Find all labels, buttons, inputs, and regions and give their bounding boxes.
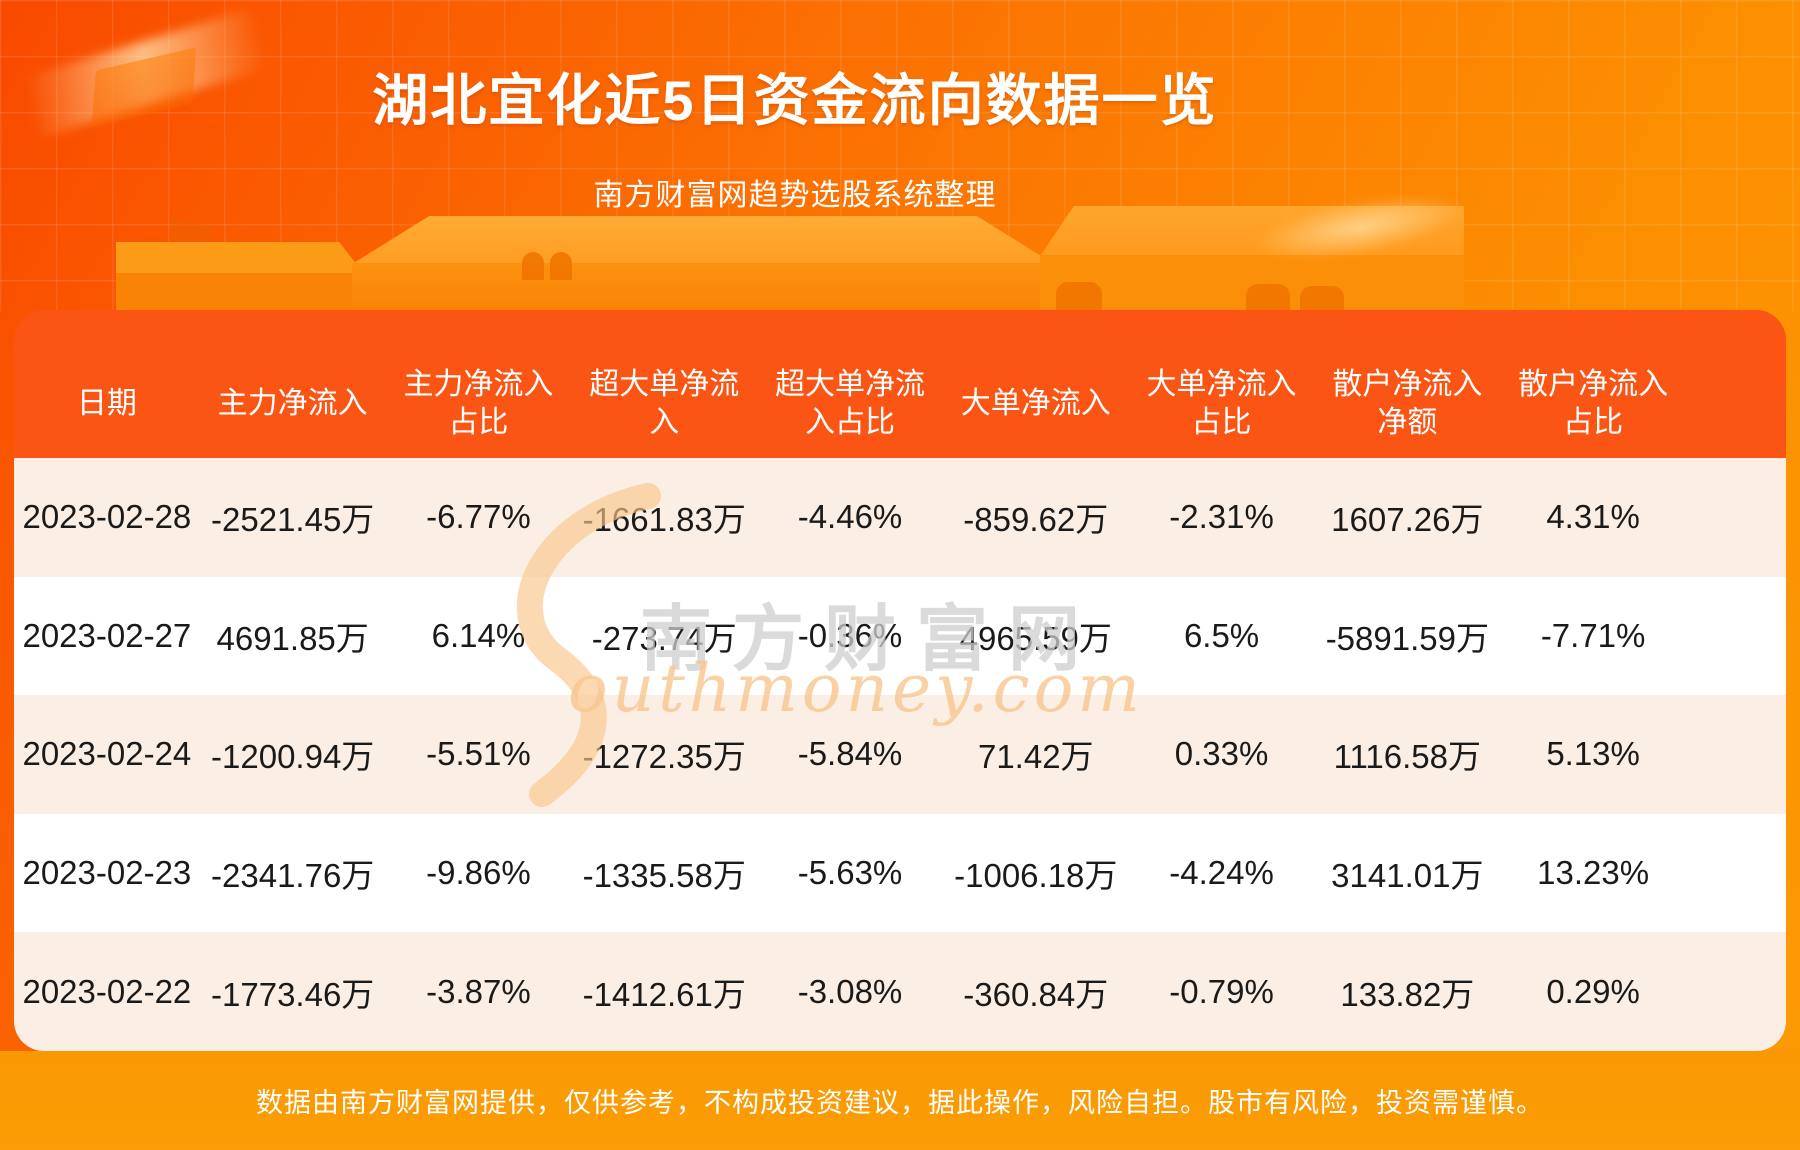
page-subtitle: 南方财富网趋势选股系统整理: [593, 179, 997, 212]
podium-center-top: [352, 216, 1054, 264]
column-header-9: 散户净流入 占比: [1518, 368, 1669, 439]
footer: 数据由南方财富网提供，仅供参考，不构成投资建议，据此操作，风险自担。股市有风险，…: [0, 1051, 1800, 1150]
table-cell: 71.42万: [977, 738, 1094, 776]
table-cell: -5.63%: [797, 854, 903, 892]
table-cell: 6.14%: [431, 616, 526, 654]
table-cell: -7.71%: [1540, 616, 1646, 654]
table-cell: -2.31%: [1169, 498, 1274, 536]
column-header-2: 主力净流入: [217, 387, 368, 420]
table-row-2023-02-28: 2023-02-28 -2521.45万 -6.77% -1661.83万 -4.46%…: [14, 458, 1786, 577]
decoration-square: [164, 218, 214, 268]
table-cell: 4.31%: [1546, 498, 1640, 536]
table-cell: -1412.61万: [582, 975, 746, 1013]
table-cell: 5.13%: [1546, 735, 1640, 773]
table-cell: -5891.59万: [1325, 619, 1489, 657]
table-cell: -9.86%: [426, 854, 531, 892]
table-cell: -1200.94万: [211, 738, 375, 776]
decoration-square: [214, 242, 248, 276]
disclaimer-text: 数据由南方财富网提供，仅供参考，不构成投资建议，据此操作，风险自担。股市有风险，…: [256, 1088, 1544, 1118]
column-header-1: 日期: [76, 387, 137, 420]
table-cell: -1661.83万: [582, 501, 746, 539]
table-header-row: 日期 主力净流入 主力净流入 占比 超大单净流入超大单净流 入占比 大单净流入 大单净流入 占比…: [14, 310, 1786, 458]
podium-arch: [1300, 286, 1344, 310]
table-cell: 4691.85万: [216, 619, 369, 657]
column-header-7: 大单净流入 占比: [1146, 368, 1297, 439]
table-cell: -859.62万: [963, 501, 1109, 539]
page-title: 湖北宜化近5日资金流向数据一览: [372, 69, 1218, 132]
table-cell: -1335.58万: [582, 857, 746, 895]
table-cell: -1006.18万: [954, 857, 1118, 895]
table-cell: -2341.76万: [211, 857, 375, 895]
podium-arch: [522, 252, 544, 280]
table-cell: 2023-02-22: [22, 972, 192, 1010]
table-cell: -2521.45万: [211, 501, 375, 539]
table-row-2023-02-24: 2023-02-24 -1200.94万 -5.51% -1272.35万 -5.84%…: [14, 695, 1786, 814]
table-cell: -360.84万: [963, 975, 1109, 1013]
table-cell: -1773.46万: [211, 975, 375, 1013]
table-cell: 2023-02-24: [22, 735, 192, 773]
table-cell: -4.46%: [797, 498, 903, 536]
podium-left-front: [116, 273, 364, 310]
table-cell: 0.29%: [1546, 972, 1640, 1010]
column-header-8: 散户净流入 净额: [1332, 368, 1483, 439]
podium-center-front: [352, 263, 1054, 310]
table-row-2023-02-22: 2023-02-22 -1773.46万 -3.87% -1412.61万 -3.08%…: [14, 932, 1786, 1051]
table-cell: 1116.58万: [1333, 738, 1482, 776]
podium-left-top: [116, 242, 364, 274]
table-body: 2023-02-28 -2521.45万 -6.77% -1661.83万 -4.46%…: [14, 458, 1786, 1051]
table-cell: -0.79%: [1169, 972, 1274, 1010]
podium-right-front: [1040, 255, 1464, 310]
column-header-5: 超大单净流 入占比: [774, 368, 925, 439]
column-header-3: 主力净流入 占比: [403, 368, 554, 439]
background-grid: [0, 0, 1800, 312]
table-cell: -4.24%: [1169, 854, 1274, 892]
table-cell: -273.74万: [591, 619, 737, 657]
table-row-2023-02-23: 2023-02-23 -2341.76万 -9.86% -1335.58万 -5.63%…: [14, 813, 1786, 933]
table-cell: 6.5%: [1183, 616, 1260, 654]
table-cell: -3.08%: [797, 972, 903, 1010]
table-cell: 2023-02-28: [22, 498, 192, 536]
table-cell: -5.51%: [426, 735, 531, 773]
fund-flow-table: 日期 主力净流入 主力净流入 占比 超大单净流入超大单净流 入占比 大单净流入 大单净流入 占比…: [14, 310, 1786, 1051]
table-cell: 2023-02-23: [22, 854, 192, 892]
table-cell: -5.84%: [797, 735, 903, 773]
column-header-4: 超大单净流入: [589, 368, 740, 439]
table-cell: -3.87%: [426, 972, 531, 1010]
table-cell: 1607.26万: [1331, 501, 1484, 539]
table-cell: 0.33%: [1174, 735, 1269, 773]
column-header-6: 大单净流入: [960, 387, 1111, 420]
table-cell: 4965.59万: [959, 619, 1112, 657]
podium-arch: [1246, 284, 1290, 310]
table-cell: 13.23%: [1537, 854, 1650, 892]
podium-arch: [550, 252, 572, 280]
table-row-2023-02-27: 2023-02-27 4691.85万 6.14% -273.74万 -0.36% 496…: [14, 576, 1786, 696]
table-cell: -1272.35万: [582, 738, 746, 776]
table-cell: 3141.01万: [1331, 857, 1484, 895]
podium-arch: [1056, 282, 1102, 310]
table-cell: -0.36%: [797, 616, 903, 654]
table-cell: 2023-02-27: [22, 616, 192, 654]
table-cell: 133.82万: [1340, 975, 1475, 1013]
table-cell: -6.77%: [426, 498, 531, 536]
